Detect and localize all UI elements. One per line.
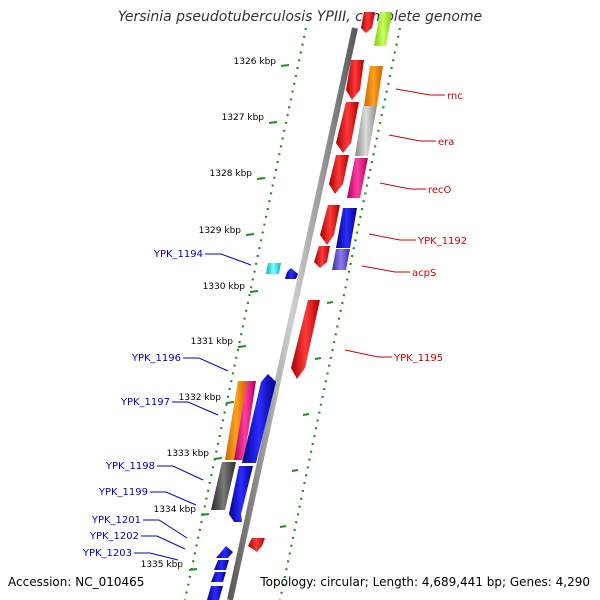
gene-label[interactable]: era (438, 137, 454, 148)
gene-arrow[interactable] (225, 381, 247, 460)
gene-arrow[interactable] (207, 586, 223, 600)
tick-mark (213, 457, 223, 460)
tick-mark (245, 233, 255, 236)
gene-arrow[interactable] (229, 466, 253, 522)
gene-label[interactable]: YPK_1199 (98, 487, 148, 498)
gene-label[interactable]: YPK_1198 (105, 461, 155, 472)
gene-arrow[interactable] (320, 205, 340, 245)
tick-label: 1326 kbp (234, 57, 277, 67)
leader-line (134, 552, 179, 561)
tick-label: 1330 kbp (203, 282, 246, 292)
gene-label[interactable]: acpS (412, 268, 436, 279)
gene-arrow[interactable] (211, 572, 226, 582)
left-dotted-guide (183, 27, 308, 600)
tick-label: 1329 kbp (199, 226, 242, 236)
tick-label: 1334 kbp (154, 505, 197, 515)
leader-line (395, 88, 445, 96)
left-leaders (134, 253, 252, 561)
gene-arrow[interactable] (266, 263, 281, 274)
gene-label[interactable]: YPK_1201 (91, 515, 141, 526)
tick-label: 1331 kbp (191, 337, 234, 347)
leader-line (344, 349, 392, 358)
tick-mark (200, 513, 210, 516)
gene-label[interactable]: YPK_1196 (131, 353, 181, 364)
leader-line (361, 265, 410, 273)
tick-mark (326, 301, 334, 304)
gene-label[interactable]: recO (428, 185, 452, 196)
right-leaders (344, 88, 445, 358)
leader-line (183, 357, 229, 372)
tick-mark (188, 568, 198, 571)
tick-mark (225, 401, 235, 404)
tick-labels: 1326 kbp 1327 kbp 1328 kbp 1329 kbp 1330… (141, 57, 277, 570)
leader-line (172, 401, 219, 416)
gene-arrow[interactable] (329, 155, 349, 194)
tick-mark (279, 525, 287, 528)
gene-arrow[interactable] (216, 546, 233, 558)
gene-arrow[interactable] (336, 102, 359, 153)
leader-line (379, 182, 426, 190)
tick-label: 1328 kbp (210, 169, 253, 179)
gene-arrow[interactable] (364, 66, 383, 106)
right-dotted-guide (278, 27, 402, 600)
gene-arrow[interactable] (332, 249, 350, 270)
right-gene-labels: rnc era recO YPK_1192 acpS YPK_1195 (393, 91, 467, 364)
gene-label[interactable]: YPK_1194 (153, 249, 203, 260)
leader-line (205, 253, 252, 266)
tick-mark (249, 290, 259, 293)
gene-arrow[interactable] (291, 300, 320, 379)
gene-arrow[interactable] (242, 374, 276, 463)
leader-line (368, 233, 416, 241)
tick-label: 1327 kbp (222, 113, 265, 123)
forward-strand-genes (207, 263, 298, 600)
tick-mark (314, 357, 322, 360)
gene-label[interactable]: YPK_1203 (82, 548, 132, 559)
tick-label: 1332 kbp (179, 393, 222, 403)
gene-label[interactable]: rnc (447, 91, 463, 102)
leader-line (141, 535, 186, 550)
gene-arrow[interactable] (285, 268, 298, 279)
gene-arrow[interactable] (314, 246, 330, 268)
tick-mark (291, 469, 299, 472)
gene-label[interactable]: YPK_1192 (417, 236, 467, 247)
leader-line (388, 134, 436, 142)
tick-mark (268, 121, 278, 124)
gene-arrow[interactable] (214, 560, 229, 570)
gene-arrow[interactable] (346, 60, 364, 100)
tick-label: 1333 kbp (167, 449, 210, 459)
tick-mark (237, 345, 247, 348)
gene-arrow[interactable] (234, 381, 256, 460)
gene-arrow[interactable] (355, 106, 377, 156)
gene-label[interactable]: YPK_1202 (89, 531, 139, 542)
gene-arrow[interactable] (374, 12, 392, 46)
gene-label[interactable]: YPK_1195 (393, 353, 443, 364)
leader-line (150, 491, 197, 506)
accession-text: Accession: NC_010465 (8, 575, 145, 589)
leader-line (157, 465, 204, 481)
reverse-strand-genes (248, 12, 392, 552)
gene-label[interactable]: YPK_1197 (120, 397, 170, 408)
tick-mark (280, 64, 290, 67)
gene-arrow[interactable] (336, 208, 357, 248)
gene-arrow[interactable] (211, 462, 236, 510)
tick-mark (256, 177, 266, 180)
gene-arrow[interactable] (248, 538, 265, 552)
genome-backbone (227, 27, 358, 600)
gene-arrow[interactable] (361, 12, 375, 33)
gene-arrow[interactable] (347, 158, 368, 198)
genome-summary-text: Topology: circular; Length: 4,689,441 bp… (260, 575, 590, 589)
leader-line (143, 519, 188, 539)
left-gene-labels: YPK_1194 YPK_1196 YPK_1197 YPK_1198 YPK_… (82, 249, 203, 559)
tick-label: 1335 kbp (141, 560, 184, 570)
tick-mark (302, 413, 310, 416)
